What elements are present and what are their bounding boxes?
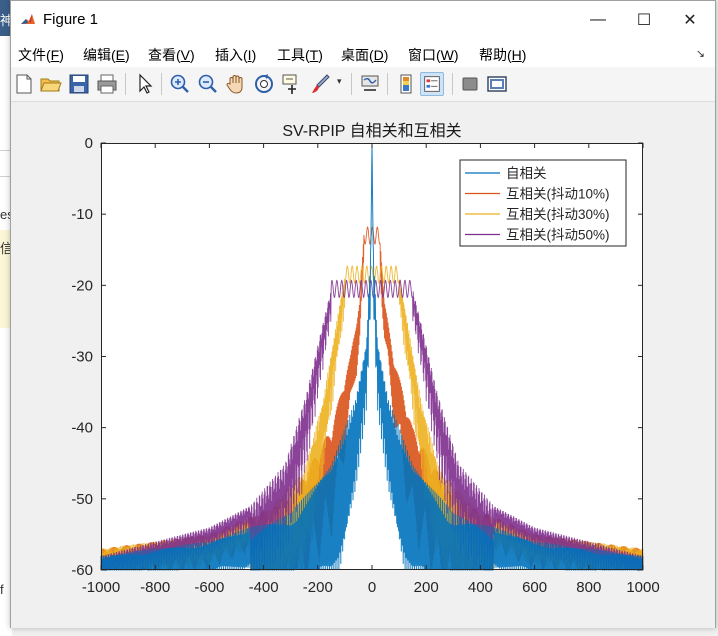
- y-tick-label: -40: [71, 420, 93, 437]
- x-tick-label: 200: [414, 579, 439, 596]
- brush-icon[interactable]: [308, 72, 332, 96]
- x-tick-label: 600: [522, 579, 547, 596]
- background-divider: [0, 150, 12, 151]
- open-icon[interactable]: [39, 72, 63, 96]
- background-titlebar: [0, 0, 12, 36]
- colorbar-icon[interactable]: [394, 72, 418, 96]
- title-bar[interactable]: Figure 1 — ☐ ✕: [11, 1, 715, 39]
- x-tick-label: 800: [576, 579, 601, 596]
- chart-title: SV-RPIP 自相关和互相关: [282, 122, 461, 140]
- menu-help[interactable]: 帮助(H): [479, 47, 527, 63]
- menu-insert[interactable]: 插入(I): [215, 47, 257, 63]
- figure-window: Figure 1 — ☐ ✕ 文件(F) 编辑(E) 查看(V) 插入(I) 工…: [10, 0, 716, 628]
- toolbar-separator: [387, 73, 388, 95]
- hide-plot-tools-icon[interactable]: [458, 72, 482, 96]
- minimize-button[interactable]: —: [575, 1, 621, 39]
- y-tick-label: -10: [71, 206, 93, 223]
- pointer-icon[interactable]: [133, 72, 157, 96]
- x-tick-label: 0: [368, 579, 376, 596]
- close-icon: ✕: [683, 12, 697, 29]
- minimize-icon: —: [590, 11, 606, 28]
- menu-edit[interactable]: 编辑(E): [83, 47, 130, 63]
- new-figure-icon[interactable]: [12, 72, 36, 96]
- y-tick-label: -50: [71, 491, 93, 508]
- toolbar-separator: [452, 73, 453, 95]
- x-tick-label: -400: [249, 579, 279, 596]
- menu-desktop[interactable]: 桌面(D): [341, 47, 389, 63]
- x-tick-label: 400: [468, 579, 493, 596]
- toolbar-separator: [125, 73, 126, 95]
- background-window: 神 es 信 f: [0, 0, 14, 636]
- figure-toolbar: ▾: [11, 67, 715, 102]
- menu-tools[interactable]: 工具(T): [277, 47, 323, 63]
- menu-view[interactable]: 查看(V): [148, 47, 195, 63]
- x-tick-label: 1000: [626, 579, 659, 596]
- maximize-button[interactable]: ☐: [621, 1, 667, 39]
- x-tick-label: -200: [303, 579, 333, 596]
- legend-label: 自相关: [506, 166, 547, 181]
- y-tick-label: -20: [71, 277, 93, 294]
- menu-bar: 文件(F) 编辑(E) 查看(V) 插入(I) 工具(T) 桌面(D) 窗口(W…: [11, 39, 715, 67]
- print-icon[interactable]: [95, 72, 119, 96]
- matlab-icon: [19, 11, 37, 29]
- y-tick-label: -60: [71, 562, 93, 579]
- y-tick-label: -30: [71, 349, 93, 366]
- x-tick-label: -600: [194, 579, 224, 596]
- toolbar-separator: [351, 73, 352, 95]
- background-divider: [0, 176, 12, 177]
- window-title: Figure 1: [43, 11, 99, 28]
- background-glyph: f: [0, 582, 4, 597]
- save-icon[interactable]: [67, 72, 91, 96]
- maximize-icon: ☐: [636, 12, 652, 29]
- legend-icon[interactable]: [420, 72, 444, 96]
- menu-window[interactable]: 窗口(W): [408, 47, 459, 63]
- x-tick-label: -1000: [82, 579, 120, 596]
- legend-label: 互相关(抖动10%): [506, 187, 610, 202]
- data-cursor-icon[interactable]: [280, 72, 304, 96]
- y-tick-label: 0: [85, 135, 93, 152]
- background-panel: [0, 230, 12, 328]
- rotate-3d-icon[interactable]: [252, 72, 276, 96]
- figure-canvas[interactable]: -1000 -800 -600 -400 -200 0 200 400 600 800 1000 0 -…: [11, 102, 715, 628]
- x-tick-label: -800: [140, 579, 170, 596]
- legend-box[interactable]: [459, 159, 627, 247]
- legend-label: 互相关(抖动50%): [506, 228, 610, 243]
- toolbar-separator: [161, 73, 162, 95]
- axis-layer: -1000 -800 -600 -400 -200 0 200 400 600 800 1000 0 -…: [71, 135, 659, 596]
- background-glyph: 信: [0, 241, 14, 256]
- menu-file[interactable]: 文件(F): [18, 47, 64, 63]
- link-plot-icon[interactable]: [358, 72, 382, 96]
- close-button[interactable]: ✕: [667, 1, 713, 39]
- show-plot-tools-icon[interactable]: [485, 72, 509, 96]
- pan-icon[interactable]: [224, 72, 248, 96]
- zoom-out-icon[interactable]: [196, 72, 220, 96]
- brush-dropdown-icon[interactable]: ▾: [337, 76, 342, 86]
- zoom-in-icon[interactable]: [168, 72, 192, 96]
- background-glyph: 神: [0, 13, 14, 28]
- legend-label: 互相关(抖动30%): [506, 207, 610, 222]
- chart: -1000 -800 -600 -400 -200 0 200 400 600 800 1000 0 -…: [71, 122, 659, 596]
- menu-overflow-icon[interactable]: ↘: [695, 48, 705, 60]
